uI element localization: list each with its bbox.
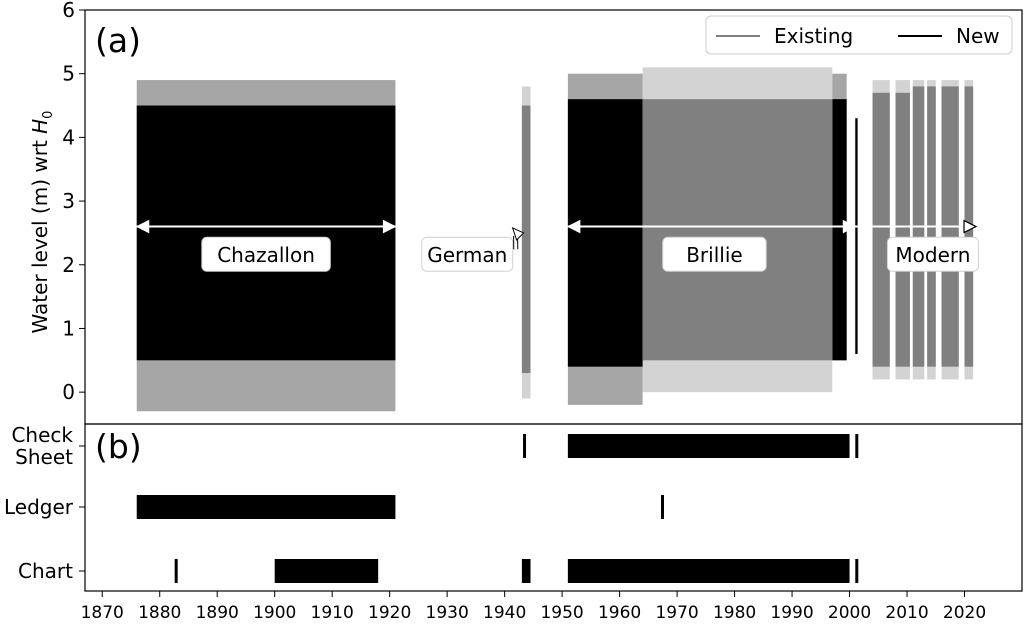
legend-label-new: New: [956, 24, 1000, 48]
interval-bar: [274, 559, 379, 583]
a-y-tick-label: 6: [62, 0, 75, 22]
b-y-tick-label: Chart: [18, 559, 73, 583]
a-y-tick-label: 2: [62, 253, 75, 277]
x-tick-label: 1930: [426, 603, 469, 623]
b-y-tick-label: Check Sheet: [11, 423, 73, 469]
x-tick-label: 1880: [138, 603, 181, 623]
interval-bar: [855, 559, 859, 583]
panel-b: Chart Ledger Check Sheet 1870 1880 1890 1900 19…: [4, 423, 1023, 623]
interval-bar: [523, 434, 527, 458]
a-y-axis-label-symbol: H: [28, 119, 52, 134]
a-annotations: Chazallon German Brillie Modern: [135, 219, 979, 272]
b-bars: [136, 434, 859, 583]
a-y-axis: 0 1 2 3 4 5 6: [62, 0, 85, 404]
a-y-axis-label-prefix: Water level (m) wrt: [28, 134, 52, 334]
panel-a: 0 1 2 3 4 5 6 Chazallon German Brillie Modern (a)…: [28, 0, 1023, 425]
x-tick-label: 1890: [196, 603, 239, 623]
arrow-head: [842, 219, 857, 234]
annotation-box: [201, 236, 331, 272]
a-y-tick-label: 4: [62, 125, 75, 149]
series-segment: [567, 99, 643, 367]
x-tick-label: 2020: [943, 603, 986, 623]
annotation-label: Brillie: [686, 243, 742, 267]
series-segment: [642, 99, 833, 361]
series-segment: [855, 118, 858, 354]
interval-bar: [567, 559, 850, 583]
x-tick-label: 1990: [770, 603, 813, 623]
legend-frame: [705, 15, 1013, 55]
annotation-label: Modern: [895, 243, 970, 267]
annotation-box: [421, 236, 514, 272]
x-tick-label: 1910: [311, 603, 354, 623]
b-y-axis: Chart Ledger Check Sheet: [4, 423, 85, 583]
x-tick-label: 1980: [713, 603, 756, 623]
a-y-axis-label: Water level (m) wrt H0: [28, 111, 56, 334]
interval-bar: [521, 559, 531, 583]
series-segment: [895, 92, 910, 367]
series-segment: [521, 105, 531, 374]
a-panel-label: (a): [95, 21, 141, 60]
annotation-box: [886, 236, 979, 272]
legend-label-existing: Existing: [774, 24, 853, 48]
x-tick-label: 2000: [828, 603, 871, 623]
a-y-tick-label: 5: [62, 62, 75, 86]
interval-bar: [567, 434, 850, 458]
a-series: [136, 67, 974, 412]
a-y-tick-label: 3: [62, 189, 75, 213]
x-tick-label: 1950: [540, 603, 583, 623]
interval-bar: [174, 559, 178, 583]
arrow-head: [963, 219, 978, 234]
b-y-tick-label: Ledger: [4, 495, 74, 519]
arrow-head: [566, 219, 581, 234]
annotation-label: Chazallon: [217, 243, 315, 267]
series-segment: [832, 99, 847, 361]
interval-bar: [660, 495, 664, 519]
x-tick-label: 1920: [368, 603, 411, 623]
annotation-label: German: [427, 243, 507, 267]
x-tick-label: 2010: [885, 603, 928, 623]
x-tick-label: 1900: [253, 603, 296, 623]
annotation-box: [662, 236, 767, 272]
legend: Existing New: [705, 15, 1013, 55]
a-y-tick-label: 1: [62, 316, 75, 340]
x-tick-label: 1870: [81, 603, 124, 623]
b-y-tick-label-line: Sheet: [15, 445, 73, 469]
x-tick-label: 1960: [598, 603, 641, 623]
x-tick-label: 1940: [483, 603, 526, 623]
a-y-tick-label: 0: [62, 380, 75, 404]
a-y-axis-label-subscript: 0: [41, 111, 56, 119]
series-segment: [872, 92, 890, 367]
pointer-arrow-head: [511, 226, 525, 241]
b-y-tick-label-line: Chart: [18, 559, 73, 583]
b-panel-label: (b): [95, 427, 142, 466]
b-frame: [84, 423, 1023, 592]
arrow-head: [135, 219, 150, 234]
b-x-axis: 1870 1880 1890 1900 1910 1920 1930 1940 1950 1960…: [81, 591, 986, 623]
arrow-head: [382, 219, 397, 234]
b-y-tick-label-line: Check: [11, 423, 73, 447]
interval-bar: [136, 495, 396, 519]
interval-bar: [855, 434, 859, 458]
b-y-tick-label-line: Ledger: [4, 495, 74, 519]
series-segment: [136, 105, 396, 361]
x-tick-label: 1970: [655, 603, 698, 623]
